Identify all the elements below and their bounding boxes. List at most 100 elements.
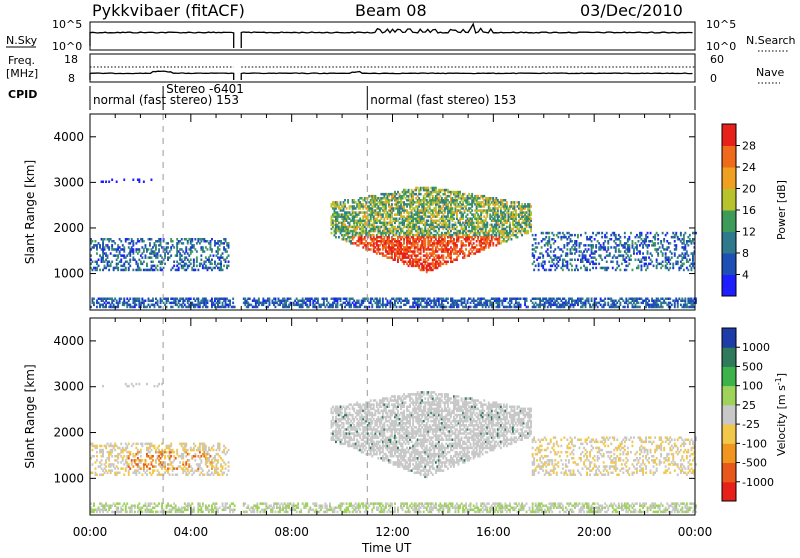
heatmap-cell (542, 254, 544, 257)
heatmap-cell (544, 261, 546, 264)
heatmap-cell (511, 238, 513, 241)
heatmap-cell (662, 261, 664, 264)
heatmap-cell (601, 236, 603, 239)
heatmap-cell (129, 259, 131, 262)
heatmap-cell (458, 304, 460, 307)
heatmap-cell (258, 298, 260, 301)
heatmap-cell (486, 222, 488, 225)
nsky-label: N.Sky (6, 34, 38, 47)
heatmap-cell (550, 269, 552, 272)
heatmap-cell (338, 236, 340, 239)
heatmap-cell (518, 201, 520, 204)
heatmap-cell (98, 259, 100, 262)
heatmap-cell (550, 250, 552, 253)
heatmap-cell (538, 242, 540, 245)
nsky-trace (90, 24, 693, 48)
heatmap-cell (275, 298, 277, 301)
heatmap-cell (427, 187, 429, 190)
colorbar-swatch (722, 189, 736, 211)
heatmap-cell (471, 209, 473, 212)
heatmap-cell (178, 267, 180, 270)
heatmap-cell (138, 298, 140, 301)
heatmap-cell (607, 246, 609, 249)
heatmap-cell (111, 244, 113, 247)
heatmap-cell (619, 240, 621, 243)
heatmap-cell (173, 265, 175, 268)
heatmap-cell (151, 179, 153, 182)
heatmap-cell (344, 203, 346, 206)
heatmap-cell (560, 254, 562, 257)
heatmap-cell (641, 265, 643, 268)
heatmap-cell (420, 193, 422, 196)
heatmap-cell (92, 261, 94, 264)
heatmap-cell (532, 234, 534, 237)
heatmap-cell (514, 201, 516, 204)
heatmap-cell (638, 240, 640, 243)
heatmap-cell (453, 238, 455, 241)
heatmap-cell (535, 250, 537, 253)
heatmap-cell (527, 306, 529, 309)
heatmap-cell (638, 265, 640, 268)
heatmap-cell (93, 298, 95, 301)
heatmap-cell (636, 244, 638, 247)
heatmap-cell (232, 298, 234, 301)
heatmap-cell (530, 205, 532, 208)
heatmap-cell (511, 306, 513, 309)
heatmap-cell (473, 222, 475, 225)
heatmap-cell (152, 261, 154, 264)
heatmap-cell (619, 250, 621, 253)
heatmap-cell (598, 232, 600, 235)
heatmap-cell (689, 259, 691, 262)
heatmap-cell (521, 234, 523, 237)
beam-title: Beam 08 (355, 1, 427, 20)
heatmap-cell (200, 259, 202, 262)
heatmap-cell (601, 259, 603, 262)
heatmap-cell (592, 244, 594, 247)
heatmap-cell (604, 302, 606, 305)
heatmap-cell (173, 261, 175, 264)
heatmap-cell (662, 265, 664, 268)
heatmap-cell (562, 250, 564, 253)
heatmap-cell (557, 236, 559, 239)
heatmap-cell (123, 179, 125, 182)
heatmap-cell (137, 263, 139, 266)
nsky-frame (90, 22, 695, 50)
heatmap-cell (595, 244, 597, 247)
heatmap-cell (520, 304, 522, 307)
heatmap-cell (210, 254, 212, 257)
heatmap-cell (222, 252, 224, 255)
heatmap-cell (662, 306, 664, 309)
heatmap-cell (151, 256, 153, 259)
heatmap-cell (520, 298, 522, 301)
heatmap-cell (651, 261, 653, 264)
heatmap-cell (607, 267, 609, 270)
heatmap-cell (470, 306, 472, 309)
heatmap-cell (190, 263, 192, 266)
heatmap-cell (582, 298, 584, 301)
heatmap-cell (213, 254, 215, 257)
heatmap-cell (675, 244, 677, 247)
heatmap-cell (125, 267, 127, 270)
heatmap-cell (533, 254, 535, 257)
heatmap-cell (207, 248, 209, 251)
heatmap-cell (669, 298, 671, 301)
heatmap-cell (628, 236, 630, 239)
heatmap-cell (639, 306, 641, 309)
heatmap-cell (576, 265, 578, 268)
heatmap-cell (317, 298, 319, 301)
heatmap-cell (671, 256, 673, 259)
heatmap-cell (193, 259, 195, 262)
heatmap-cell (116, 181, 118, 184)
heatmap-cell (630, 232, 632, 235)
heatmap-cell (662, 252, 664, 255)
heatmap-cell (671, 304, 673, 307)
nsearch-tick-top: 10^5 (706, 18, 736, 31)
heatmap-cell (550, 244, 552, 247)
heatmap-cell (665, 252, 667, 255)
colorbar-swatch (722, 275, 736, 297)
ytick-label: 1000 (53, 267, 84, 281)
heatmap-cell (185, 246, 187, 249)
freq-tick-top: 18 (64, 53, 78, 66)
heatmap-cell (193, 244, 195, 247)
